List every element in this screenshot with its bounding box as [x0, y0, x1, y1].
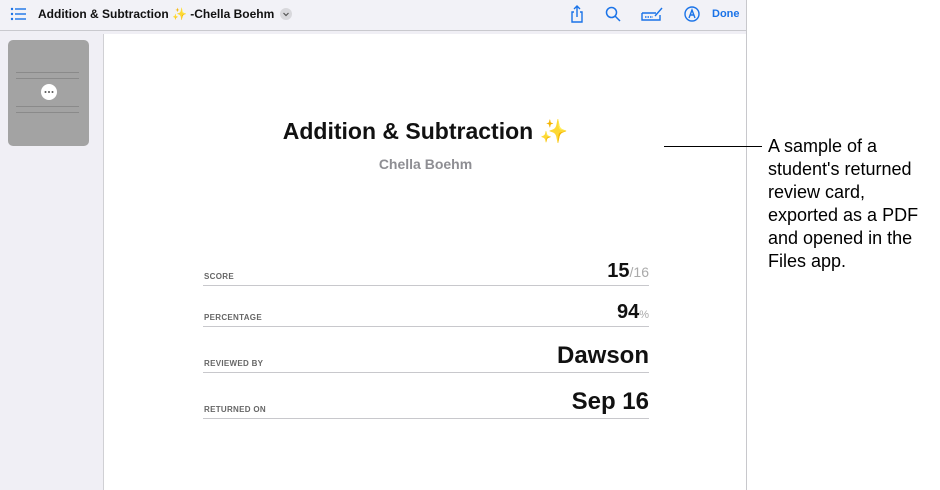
- reviewed-by-value: Dawson: [556, 342, 649, 369]
- score-row: SCORE 15/16: [203, 254, 649, 286]
- returned-on-row: RETURNED ON Sep 16: [203, 380, 649, 419]
- page-thumbnail[interactable]: [8, 40, 89, 146]
- callout-line: [664, 146, 762, 147]
- pdf-page: Addition & Subtraction ✨ Chella Boehm SC…: [103, 34, 746, 490]
- files-app-window: Addition & Subtraction ✨ -Chella Boehm D…: [0, 0, 747, 490]
- percentage-row: PERCENTAGE 94%: [203, 294, 649, 327]
- document-title-group: Addition & Subtraction ✨ -Chella Boehm: [38, 7, 293, 21]
- reviewed-by-row: REVIEWED BY Dawson: [203, 334, 649, 373]
- student-name: Chella Boehm: [378, 156, 473, 172]
- chevron-down-icon[interactable]: [280, 8, 293, 20]
- signature-icon[interactable]: [641, 6, 663, 27]
- document-title[interactable]: Addition & Subtraction ✨ -Chella Boehm: [38, 7, 275, 21]
- percentage-label: PERCENTAGE: [204, 313, 262, 322]
- done-button[interactable]: Done: [712, 8, 740, 20]
- reviewed-by-label: REVIEWED BY: [204, 359, 264, 368]
- callout-caption: A sample of a student's returned review …: [768, 136, 919, 271]
- markup-icon[interactable]: [684, 6, 700, 27]
- returned-on-value: Sep 16: [571, 388, 649, 415]
- search-icon[interactable]: [605, 6, 621, 27]
- percentage-value: 94%: [616, 301, 649, 323]
- toolbar: Addition & Subtraction ✨ -Chella Boehm D…: [0, 0, 746, 31]
- score-value: 15/16: [607, 260, 649, 282]
- review-title: Addition & Subtraction ✨: [282, 118, 569, 144]
- list-icon[interactable]: [10, 6, 26, 27]
- score-label: SCORE: [204, 272, 234, 281]
- returned-on-label: RETURNED ON: [204, 405, 266, 414]
- ellipsis-icon[interactable]: [41, 84, 57, 100]
- share-icon[interactable]: [570, 5, 584, 28]
